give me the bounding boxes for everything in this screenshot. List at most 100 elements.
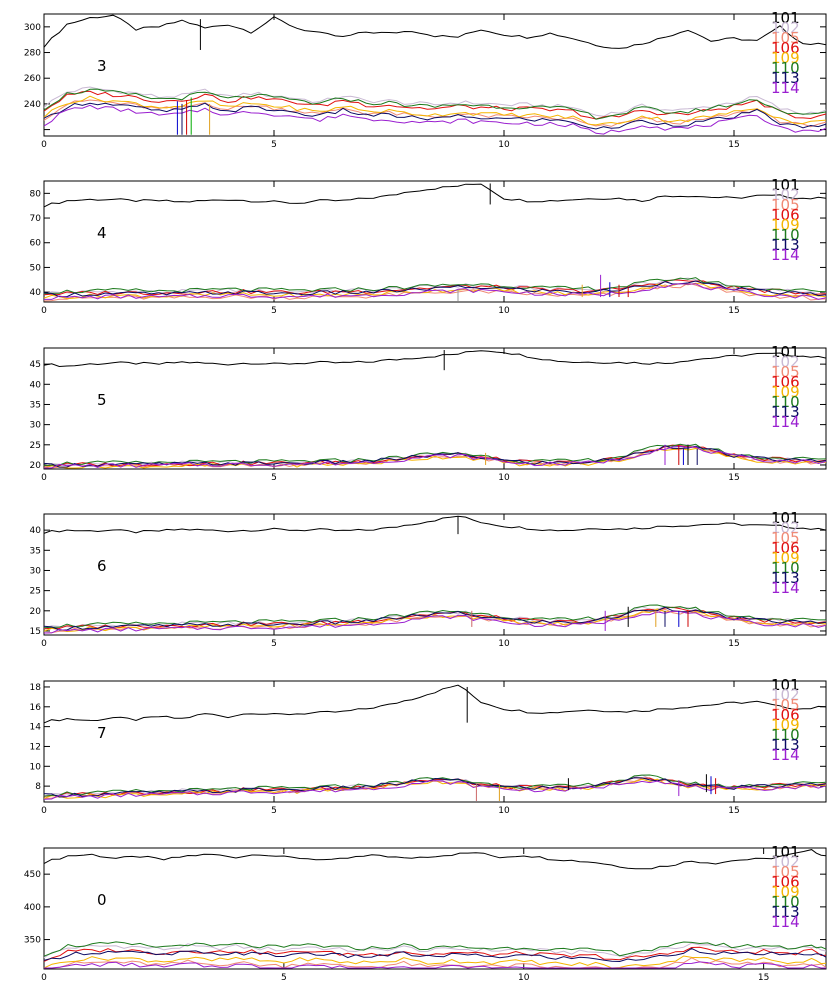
series-105 xyxy=(44,445,827,469)
y-tick-label: 10 xyxy=(30,762,42,772)
legend-entry-106: 106 xyxy=(771,39,800,57)
series-113 xyxy=(43,280,827,298)
legend-entry-109: 109 xyxy=(771,549,800,567)
series-101 xyxy=(43,14,827,49)
x-tick-label: 10 xyxy=(498,140,510,150)
y-tick-label: 30 xyxy=(30,421,42,431)
legend-entry-113: 113 xyxy=(771,736,800,754)
series-114 xyxy=(43,445,827,469)
y-tick-label: 350 xyxy=(24,936,41,946)
legend-entry-109: 109 xyxy=(771,216,800,234)
legend-entry-101: 101 xyxy=(771,176,800,194)
series-113 xyxy=(43,777,827,798)
legend-entry-113: 113 xyxy=(771,236,800,254)
x-tick-label: 0 xyxy=(41,973,47,983)
y-tick-label: 30 xyxy=(30,566,42,576)
x-tick-label: 10 xyxy=(498,806,510,816)
y-tick-label: 300 xyxy=(24,23,41,33)
series-110 xyxy=(43,277,827,295)
legend-entry-105: 105 xyxy=(771,29,800,47)
legend-entry-110: 110 xyxy=(771,393,800,411)
legend-entry-114: 114 xyxy=(771,413,800,431)
y-tick-label: 50 xyxy=(30,263,42,273)
panel-label: 0 xyxy=(97,891,107,909)
legend-entry-114: 114 xyxy=(771,913,800,931)
legend-entry-105: 105 xyxy=(771,696,800,714)
legend-entry-101: 101 xyxy=(771,676,800,694)
y-tick-label: 20 xyxy=(30,607,42,617)
legend-entry-109: 109 xyxy=(771,49,800,67)
y-tick-label: 45 xyxy=(30,360,41,370)
legend-entry-114: 114 xyxy=(771,246,800,264)
x-tick-label: 10 xyxy=(518,973,530,983)
legend-entry-106: 106 xyxy=(771,206,800,224)
y-tick-label: 40 xyxy=(30,380,42,390)
legend-entry-102: 102 xyxy=(771,353,800,371)
panel-label: 7 xyxy=(97,724,107,742)
legend-entry-113: 113 xyxy=(771,569,800,587)
panel-label: 4 xyxy=(97,224,107,242)
y-tick-label: 70 xyxy=(30,214,42,224)
panel-6: 0 5 10 15 15 20 25 30 35 40 6 101102105106109110113… xyxy=(30,509,827,649)
y-tick-label: 20 xyxy=(30,461,42,471)
x-tick-label: 5 xyxy=(281,973,287,983)
series-101 xyxy=(43,350,827,368)
legend-entry-106: 106 xyxy=(771,873,800,891)
series-113 xyxy=(43,444,827,468)
y-tick-label: 280 xyxy=(24,49,41,59)
legend-entry-102: 102 xyxy=(771,686,800,704)
series-105 xyxy=(43,282,827,302)
series-113 xyxy=(43,606,827,631)
series-106 xyxy=(43,606,827,630)
y-tick-label: 8 xyxy=(35,782,41,792)
series-109 xyxy=(43,95,827,126)
legend-entry-105: 105 xyxy=(771,196,800,214)
y-tick-label: 15 xyxy=(30,627,41,637)
x-tick-label: 0 xyxy=(41,473,47,483)
panel-3: 0 5 10 15 240 260 280 300 3 101102105106109110113… xyxy=(24,9,827,150)
legend-entry-113: 113 xyxy=(771,403,800,421)
legend-entry-109: 109 xyxy=(771,716,800,734)
y-tick-label: 40 xyxy=(30,526,42,536)
legend-entry-106: 106 xyxy=(771,706,800,724)
legend-entry-110: 110 xyxy=(771,893,800,911)
series-114 xyxy=(43,104,827,135)
x-tick-label: 0 xyxy=(41,806,47,816)
y-tick-label: 16 xyxy=(30,703,42,713)
x-tick-label: 15 xyxy=(728,306,739,316)
panel-4: 0 5 10 15 40 50 60 70 80 4 10110210510610911011311… xyxy=(30,176,827,316)
series-113 xyxy=(43,947,827,963)
plot-frame xyxy=(43,680,827,803)
y-tick-label: 35 xyxy=(30,400,41,410)
y-tick-label: 450 xyxy=(24,870,41,880)
legend-entry-105: 105 xyxy=(771,363,800,381)
series-114 xyxy=(44,961,826,969)
x-tick-label: 0 xyxy=(41,306,47,316)
y-tick-label: 80 xyxy=(30,189,42,199)
x-tick-label: 10 xyxy=(498,306,510,316)
y-tick-label: 35 xyxy=(30,546,41,556)
legend-entry-102: 102 xyxy=(771,853,800,871)
legend-entry-106: 106 xyxy=(771,373,800,391)
plot-frame xyxy=(43,13,827,137)
series-114 xyxy=(43,610,827,634)
legend-entry-113: 113 xyxy=(771,69,800,87)
legend-entry-102: 102 xyxy=(771,519,800,537)
x-tick-label: 15 xyxy=(728,473,739,483)
panel-label: 6 xyxy=(97,557,107,575)
legend-entry-110: 110 xyxy=(771,559,800,577)
x-tick-label: 5 xyxy=(271,473,277,483)
series-109 xyxy=(43,778,827,799)
x-tick-label: 5 xyxy=(271,639,277,649)
x-tick-label: 15 xyxy=(758,973,769,983)
series-114 xyxy=(44,283,827,300)
legend-entry-101: 101 xyxy=(771,509,800,527)
legend-entry-105: 105 xyxy=(771,863,800,881)
x-tick-label: 0 xyxy=(41,140,47,150)
x-tick-label: 15 xyxy=(728,806,739,816)
legend-entry-110: 110 xyxy=(771,226,800,244)
